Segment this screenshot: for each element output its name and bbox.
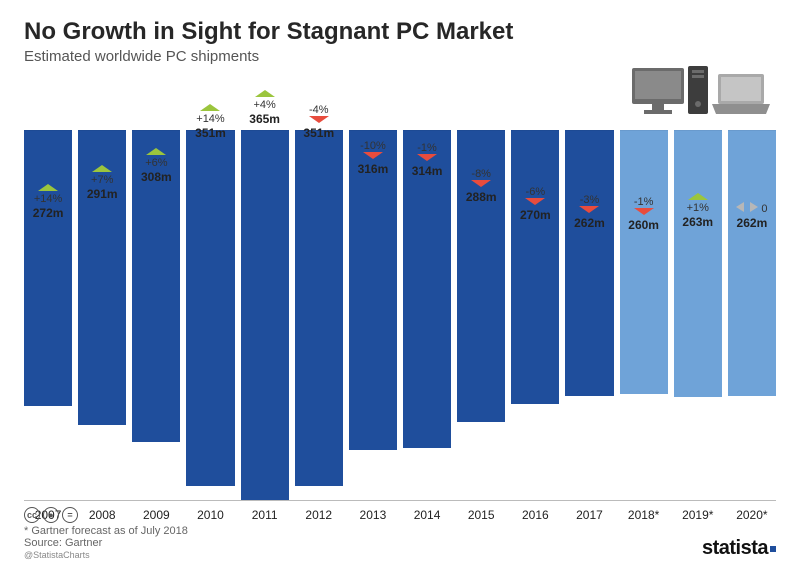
by-icon: ● bbox=[43, 507, 59, 523]
pct-label: -3% bbox=[580, 194, 600, 206]
value-label: 365m bbox=[249, 112, 280, 126]
bar bbox=[511, 130, 559, 404]
pct-label: -8% bbox=[471, 168, 491, 180]
bar-2007: +14%272m2007 bbox=[24, 130, 72, 500]
bar-2010: +14%351m2010 bbox=[186, 130, 234, 500]
bar bbox=[620, 130, 668, 394]
nd-icon: = bbox=[62, 507, 78, 523]
value-label: 291m bbox=[87, 187, 118, 201]
bar-2013: -10%316m2013 bbox=[349, 130, 397, 500]
value-label: 288m bbox=[466, 190, 497, 204]
bar-2011: +4%365m2011 bbox=[241, 130, 289, 500]
page-subtitle: Estimated worldwide PC shipments bbox=[24, 48, 776, 65]
bar bbox=[565, 130, 613, 396]
pct-label: -1% bbox=[634, 196, 654, 208]
bar bbox=[349, 130, 397, 450]
arrow-down-icon bbox=[363, 152, 383, 159]
arrow-up-icon bbox=[146, 148, 166, 155]
bar-2020: 0262m2020* bbox=[728, 130, 776, 500]
header: No Growth in Sight for Stagnant PC Marke… bbox=[0, 0, 800, 69]
pct-label: 0 bbox=[761, 203, 767, 215]
bar-2017: -3%262m2017 bbox=[565, 130, 613, 500]
bar bbox=[295, 130, 343, 486]
bar-annotation: +4%365m bbox=[241, 90, 289, 126]
forecast-note: * Gartner forecast as of July 2018 bbox=[24, 525, 188, 537]
pct-label: -4% bbox=[309, 104, 329, 116]
pct-label: +14% bbox=[196, 113, 224, 125]
bar-2012: -4%351m2012 bbox=[295, 130, 343, 500]
pct-label: -10% bbox=[360, 140, 386, 152]
arrow-up-icon bbox=[38, 184, 58, 191]
value-label: 351m bbox=[195, 126, 226, 140]
pct-label: +6% bbox=[145, 157, 167, 169]
bar-2014: -1%314m2014 bbox=[403, 130, 451, 500]
bar-annotation: +7%291m bbox=[78, 165, 126, 201]
footer: cc ● = * Gartner forecast as of July 201… bbox=[24, 507, 776, 560]
cc-icons: cc ● = bbox=[24, 507, 188, 523]
bar-annotation: -1% 260m bbox=[620, 196, 668, 232]
pct-label: -6% bbox=[526, 186, 546, 198]
value-label: 316m bbox=[358, 162, 389, 176]
handle-text: @StatistaCharts bbox=[24, 550, 188, 560]
arrow-down-icon bbox=[579, 206, 599, 213]
footer-left: cc ● = * Gartner forecast as of July 201… bbox=[24, 507, 188, 560]
arrow-down-icon bbox=[417, 154, 437, 161]
value-label: 262m bbox=[574, 216, 605, 230]
bar-annotation: -10% 316m bbox=[349, 140, 397, 176]
bar-annotation: -4% 351m bbox=[295, 104, 343, 140]
bar-annotation: 0262m bbox=[728, 203, 776, 230]
arrow-up-icon bbox=[92, 165, 112, 172]
bar-annotation: +6%308m bbox=[132, 148, 180, 184]
arrow-down-icon bbox=[525, 198, 545, 205]
bar bbox=[24, 130, 72, 406]
value-label: 351m bbox=[303, 126, 334, 140]
value-label: 272m bbox=[33, 206, 64, 220]
computer-icon bbox=[632, 64, 772, 126]
pct-label: +4% bbox=[253, 99, 275, 111]
pct-label: +1% bbox=[687, 202, 709, 214]
bar-annotation: -1% 314m bbox=[403, 142, 451, 178]
bar-annotation: -8% 288m bbox=[457, 168, 505, 204]
value-label: 263m bbox=[682, 215, 713, 229]
arrow-down-icon bbox=[634, 208, 654, 215]
bar bbox=[674, 130, 722, 397]
bar-2016: -6%270m2016 bbox=[511, 130, 559, 500]
arrow-up-icon bbox=[200, 104, 220, 111]
bar-annotation: -6% 270m bbox=[511, 186, 559, 222]
page-title: No Growth in Sight for Stagnant PC Marke… bbox=[24, 18, 776, 46]
value-label: 262m bbox=[737, 216, 768, 230]
pct-label: +7% bbox=[91, 174, 113, 186]
bar bbox=[728, 130, 776, 396]
arrow-up-icon bbox=[688, 193, 708, 200]
bar bbox=[241, 130, 289, 500]
bar-2009: +6%308m2009 bbox=[132, 130, 180, 500]
bar-2018: -1%260m2018* bbox=[620, 130, 668, 500]
pct-label: +14% bbox=[34, 193, 62, 205]
source-text: Source: Gartner bbox=[24, 537, 188, 549]
bar-chart: +14%272m2007+7%291m2008+6%308m2009+14%35… bbox=[24, 130, 776, 500]
value-label: 270m bbox=[520, 208, 551, 222]
pc-illustration bbox=[632, 64, 772, 131]
value-label: 314m bbox=[412, 164, 443, 178]
bar-annotation: +14%351m bbox=[186, 104, 234, 140]
pct-label: -1% bbox=[417, 142, 437, 154]
x-axis bbox=[24, 500, 776, 501]
cc-icon: cc bbox=[24, 507, 40, 523]
bar-2019: +1%263m2019* bbox=[674, 130, 722, 500]
bar bbox=[403, 130, 451, 448]
arrow-down-icon bbox=[471, 180, 491, 187]
bar-2008: +7%291m2008 bbox=[78, 130, 126, 500]
bar-2015: -8%288m2015 bbox=[457, 130, 505, 500]
statista-logo: statista bbox=[702, 537, 776, 560]
value-label: 308m bbox=[141, 170, 172, 184]
value-label: 260m bbox=[628, 218, 659, 232]
arrow-down-icon bbox=[309, 116, 329, 123]
bar-annotation: +14%272m bbox=[24, 184, 72, 220]
bar-annotation: -3% 262m bbox=[565, 194, 613, 230]
arrow-up-icon bbox=[255, 90, 275, 97]
bar-annotation: +1%263m bbox=[674, 193, 722, 229]
bar bbox=[186, 130, 234, 486]
